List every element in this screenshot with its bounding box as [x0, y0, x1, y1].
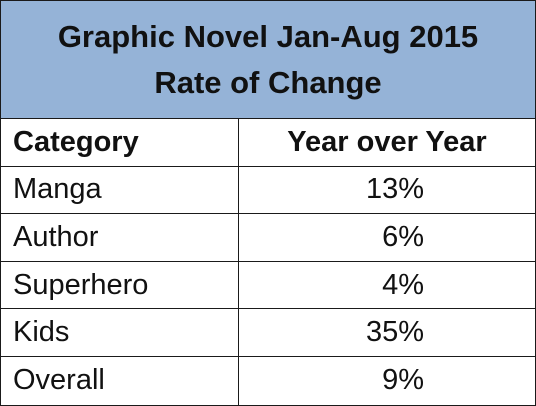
table-title-line-1: Graphic Novel Jan-Aug 2015: [57, 18, 479, 54]
row-value-cell: 9%: [382, 364, 424, 397]
column-header-year-over-year: Year over Year: [287, 125, 487, 158]
column-header-category: Category: [1, 119, 239, 166]
table-title: Graphic Novel Jan-Aug 2015 Rate of Chang…: [1, 1, 535, 119]
row-value-cell: 4%: [382, 268, 424, 301]
row-category-cell: Kids: [1, 309, 239, 356]
table-row: Manga 13%: [1, 166, 535, 215]
row-category-cell: Manga: [1, 166, 239, 214]
table-row: Author 6%: [1, 214, 535, 262]
table-row: Overall 9%: [1, 356, 535, 405]
table-row: Superhero 4%: [1, 261, 535, 310]
table-title-line-2: Rate of Change: [154, 64, 382, 100]
row-category-cell: Superhero: [1, 261, 239, 309]
row-value-cell: 35%: [365, 316, 424, 349]
row-value-cell: 13%: [365, 173, 424, 206]
row-category-cell: Overall: [1, 356, 239, 405]
table-header-row: Category Year over Year: [1, 119, 535, 167]
row-value-cell: 6%: [382, 220, 424, 253]
table-row: Kids 35%: [1, 309, 535, 357]
row-category-cell: Author: [1, 214, 239, 261]
